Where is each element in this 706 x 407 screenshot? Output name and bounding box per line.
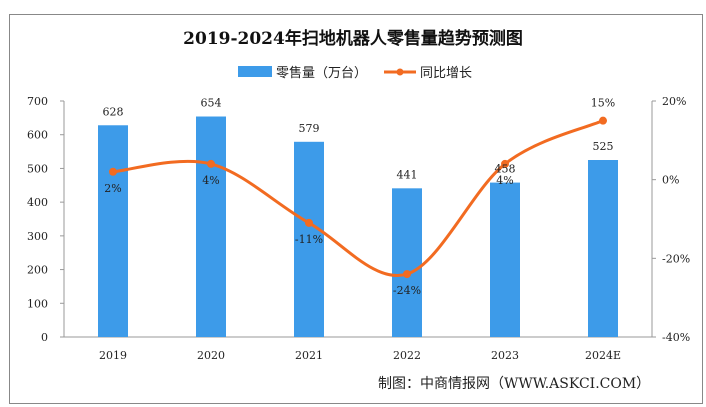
x-tick-label: 2019 <box>99 349 127 362</box>
x-tick-label: 2020 <box>197 349 225 362</box>
growth-value-label: -24% <box>393 284 421 297</box>
x-tick-label: 2021 <box>295 349 323 362</box>
growth-value-label: 4% <box>496 174 513 187</box>
bar-value-label: 525 <box>593 140 614 153</box>
growth-value-label: 15% <box>591 97 615 110</box>
growth-value-label: 2% <box>104 182 121 195</box>
left-tick-label: 100 <box>27 297 48 310</box>
x-tick-label: 2023 <box>491 349 519 362</box>
growth-point <box>403 270 411 279</box>
x-tick-label: 2024E <box>585 349 621 362</box>
legend-line-marker <box>396 68 404 76</box>
right-tick-label: 0% <box>662 174 679 187</box>
bar-value-label: 579 <box>299 122 320 135</box>
legend-bar-label: 零售量（万台） <box>276 65 367 81</box>
bar-value-label: 654 <box>201 97 222 110</box>
left-tick-label: 700 <box>27 95 48 108</box>
growth-line <box>112 119 604 277</box>
bar <box>392 188 422 337</box>
bar-value-label: 628 <box>103 105 124 118</box>
growth-point <box>109 167 117 176</box>
bar <box>196 116 226 337</box>
growth-point <box>207 159 215 168</box>
legend-bar-swatch <box>238 66 272 77</box>
right-tick-label: -20% <box>662 252 690 265</box>
bar <box>294 141 324 337</box>
right-tick-label: 20% <box>662 95 686 108</box>
left-tick-label: 400 <box>27 196 48 209</box>
bar-value-label: 441 <box>397 168 418 181</box>
legend: 零售量（万台） 同比增长 <box>238 65 472 81</box>
growth-value-label: -11% <box>295 233 323 246</box>
growth-point <box>501 159 509 168</box>
legend-line-label: 同比增长 <box>420 66 472 81</box>
left-tick-label: 500 <box>27 162 48 175</box>
x-tick-label: 2022 <box>393 349 421 362</box>
source-note: 制图：中商情报网（WWW.ASKCI.COM） <box>378 376 650 392</box>
bar-value-label: 458 <box>495 163 516 176</box>
left-tick-label: 200 <box>27 264 48 277</box>
growth-point <box>305 218 313 227</box>
left-tick-label: 0 <box>41 331 48 344</box>
chart-title: 2019-2024年扫地机器人零售量趋势预测图 <box>183 28 523 49</box>
left-tick-label: 600 <box>27 129 48 142</box>
bar <box>588 160 618 337</box>
left-tick-label: 300 <box>27 230 48 243</box>
growth-value-label: 4% <box>202 174 219 187</box>
bar <box>490 182 520 337</box>
right-tick-label: -40% <box>662 331 690 344</box>
bar <box>98 125 128 337</box>
growth-point <box>599 116 607 125</box>
